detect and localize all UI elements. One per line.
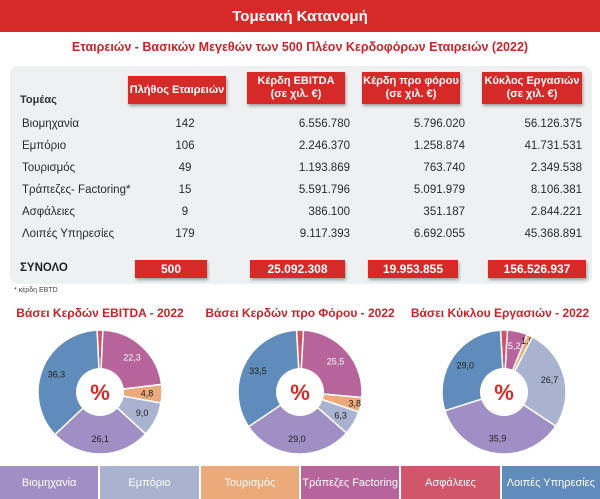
pie-center-label: % xyxy=(494,380,514,405)
pie-slice-label: 25,5 xyxy=(327,356,345,366)
page-subtitle: Εταιρειών - Βασικών Μεγεθών των 500 Πλέο… xyxy=(71,40,529,54)
table-row: Λοιπές Υπηρεσίες 179 9.117.393 6.692.055… xyxy=(10,223,590,245)
pbt-cell: 351.187 xyxy=(423,206,465,218)
pie-center xyxy=(276,368,324,416)
pie-chart-ebitda: 1,5 22,3 4,8 9,0 26,1 36,3% xyxy=(37,329,163,455)
count-header-label: Πλήθος Εταιρειών xyxy=(129,83,225,96)
pie-slice-label: 35,9 xyxy=(489,434,507,444)
count-cell: 179 xyxy=(175,228,195,240)
pie-slice xyxy=(247,391,348,455)
pie-slice-label: 36,3 xyxy=(48,369,66,379)
pie-slice-label: 29,0 xyxy=(288,434,306,444)
ebitda-cell: 1.193.869 xyxy=(298,162,350,174)
pie-slice xyxy=(37,329,101,436)
revenue-cell: 41.731.531 xyxy=(524,140,582,152)
pie-slice xyxy=(443,391,557,455)
ebitda-cell: 6.556.780 xyxy=(298,118,350,130)
pie-slice-label: 1,8 xyxy=(294,331,307,341)
pbt-cell: 5.796.020 xyxy=(413,118,465,130)
pie-center-label: % xyxy=(90,380,110,405)
footnote: * κέρδη EBTD xyxy=(14,287,58,294)
pbt-cell: 6.692.055 xyxy=(413,228,465,240)
count-cell: 49 xyxy=(178,162,192,174)
pie-slice-label: 1,8 xyxy=(498,331,511,341)
sector-cell: Τουρισμός xyxy=(22,162,76,174)
pie-slice-label: 5,2 xyxy=(508,341,521,351)
pie-title-pbt: Βάσει Κερδών προ Φόρου - 2022 xyxy=(205,306,395,320)
pbt-cell: 5.091.979 xyxy=(413,184,465,196)
pie-slice-label: 1,5 xyxy=(94,331,107,341)
revenue-header-line1: Κύκλος Εργασιών xyxy=(484,75,580,87)
sector-cell: Ασφάλειες xyxy=(22,206,75,218)
pbt-cell: 763.740 xyxy=(423,162,465,174)
pie-chart-revenue: 1,85,21,5 26,7 35,9 29,0% xyxy=(441,329,567,455)
legend-item: Τράπεζες Factoring xyxy=(300,466,402,499)
ebitda-header-line1: Κέρδη EBITDA xyxy=(257,75,335,87)
ebitda-cell: 9.117.393 xyxy=(299,228,350,240)
legend-item: Εμπόριο xyxy=(100,466,201,499)
total-revenue: 156.526.937 xyxy=(488,260,586,278)
revenue-cell: 56.126.375 xyxy=(524,118,582,130)
pie-slice xyxy=(53,390,147,455)
pie-slice-label: 26,1 xyxy=(92,434,110,444)
pie-slice-label: 4,8 xyxy=(141,388,154,398)
ebitda-cell: 2.246.370 xyxy=(298,140,350,152)
legend-item: Λοιπές Υπηρεσίες xyxy=(501,466,600,499)
pie-center-label: % xyxy=(290,380,310,405)
ebitda-cell: 386.100 xyxy=(308,206,350,218)
pie-slice-label: 6,3 xyxy=(334,411,347,421)
table-row: Ασφάλειες 9 386.100 351.187 2.844.221 xyxy=(10,201,590,223)
total-pbt: 19.953.855 xyxy=(368,260,458,278)
sector-column-header: Τομέας xyxy=(20,94,57,106)
count-cell: 15 xyxy=(178,184,192,196)
sector-cell: Τράπεζες- Factoring* xyxy=(22,184,131,196)
pie-title-revenue: Βάσει Κύκλου Εργασιών - 2022 xyxy=(410,306,590,320)
pie-slice xyxy=(503,335,567,428)
count-cell: 9 xyxy=(181,206,189,218)
table-row: Εμπόριο 106 2.246.370 1.258.874 41.731.5… xyxy=(10,135,590,157)
pie-center xyxy=(480,368,528,416)
table-row: Τράπεζες- Factoring* 15 5.591.796 5.091.… xyxy=(10,179,590,201)
pie-slice-label: 3,8 xyxy=(349,399,362,409)
revenue-cell: 8.106.381 xyxy=(530,184,582,196)
pbt-header-line2: (σε χιλ. €) xyxy=(385,88,437,100)
pbt-header-line1: Κέρδη προ φόρου xyxy=(363,75,459,87)
sector-cell: Λοιπές Υπηρεσίες xyxy=(22,228,115,240)
legend-item: Ασφάλειες xyxy=(401,466,502,499)
pie-slice-label: 22,3 xyxy=(123,353,141,363)
revenue-cell: 2.349.538 xyxy=(530,162,582,174)
pie-slice-label: 26,7 xyxy=(541,375,559,385)
total-ebitda: 25.092.308 xyxy=(250,260,345,278)
pie-slice-label: 33,5 xyxy=(249,366,267,376)
count-cell: 142 xyxy=(175,118,195,130)
pbt-column-header: Κέρδη προ φόρου (σε χιλ. €) xyxy=(362,72,460,104)
ebitda-column-header: Κέρδη EBITDA (σε χιλ. €) xyxy=(247,72,345,104)
pie-slice-label: 1,5 xyxy=(521,336,534,346)
pie-chart-pbt: 1,8 25,5 3,86,3 29,0 33,5% xyxy=(237,329,363,455)
pie-title-ebitda: Βάσει Κερδών EBITDA - 2022 xyxy=(16,306,184,320)
revenue-header-line2: (σε χιλ. €) xyxy=(506,88,558,100)
table-row: Τουρισμός 49 1.193.869 763.740 2.349.538 xyxy=(10,157,590,179)
table-row: Βιομηχανία 142 6.556.780 5.796.020 56.12… xyxy=(10,113,590,135)
revenue-cell: 45.368.891 xyxy=(524,228,582,240)
total-count: 500 xyxy=(135,260,207,278)
pie-slice-label: 29,0 xyxy=(457,360,475,370)
legend: Βιομηχανία Εμπόριο Τουρισμός Τράπεζες Facto… xyxy=(0,466,600,499)
count-column-header: Πλήθος Εταιρειών xyxy=(128,76,226,104)
sector-cell: Βιομηχανία xyxy=(22,118,79,130)
ebitda-header-line2: (σε χιλ. €) xyxy=(270,88,322,100)
legend-item: Τουρισμός xyxy=(200,466,301,499)
pie-slice xyxy=(237,329,301,428)
legend-item: Βιομηχανία xyxy=(0,466,101,499)
revenue-cell: 2.844.221 xyxy=(530,206,582,218)
page-title: Τομεακή Κατανομή xyxy=(0,0,600,32)
pbt-cell: 1.258.874 xyxy=(413,140,465,152)
total-label: ΣΥΝΟΛΟ xyxy=(20,262,68,274)
pie-center xyxy=(76,368,124,416)
ebitda-cell: 5.591.796 xyxy=(298,184,350,196)
sector-cell: Εμπόριο xyxy=(22,140,67,152)
revenue-column-header: Κύκλος Εργασιών (σε χιλ. €) xyxy=(482,72,582,104)
count-cell: 106 xyxy=(175,140,195,152)
pie-slice-label: 9,0 xyxy=(136,408,149,418)
